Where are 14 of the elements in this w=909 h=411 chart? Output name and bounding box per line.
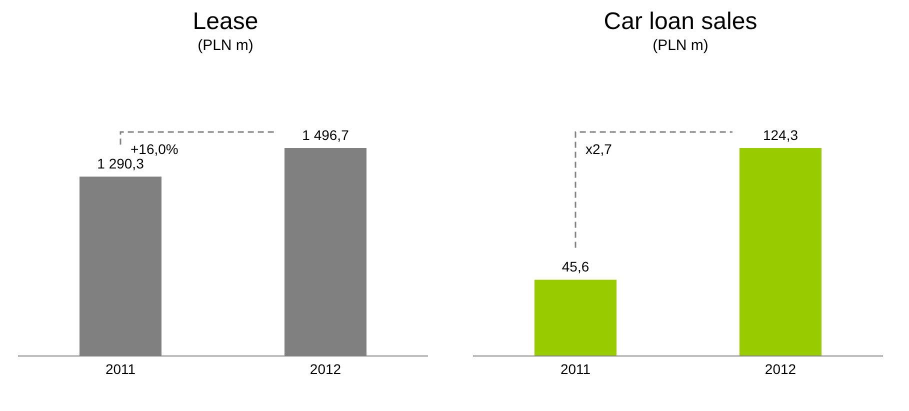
annotation: x2,7 [586,141,612,157]
chart-subtitle: (PLN m) [652,36,710,56]
chart-subtitle: (PLN m) [196,36,254,56]
data-label: 45,6 [562,258,590,275]
x-tick-label: 2011 [105,360,136,377]
chart-title: Lease [192,8,260,36]
data-label: 1 290,3 [97,156,144,172]
x-tick-label: 2011 [560,360,591,377]
annotation: +16,0% [130,141,178,157]
chart-title: Car loan sales [602,8,758,36]
x-tick-label: 2012 [764,360,796,377]
data-label: 1 496,7 [302,127,350,143]
x-tick-label: 2012 [310,360,342,377]
data-label: 124,3 [762,127,798,143]
